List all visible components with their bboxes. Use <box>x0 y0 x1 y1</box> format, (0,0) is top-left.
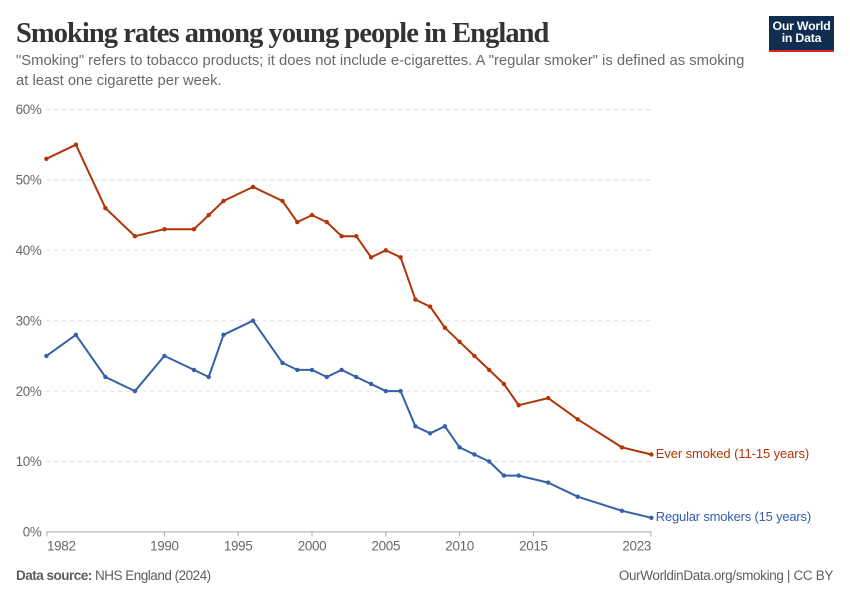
svg-text:30%: 30% <box>16 313 42 328</box>
svg-text:40%: 40% <box>16 243 42 258</box>
svg-text:20%: 20% <box>16 384 42 399</box>
svg-text:2023: 2023 <box>622 539 651 554</box>
svg-text:2005: 2005 <box>372 539 401 554</box>
svg-text:60%: 60% <box>16 102 42 117</box>
svg-text:1990: 1990 <box>150 539 179 554</box>
svg-text:1982: 1982 <box>47 539 76 554</box>
svg-text:1995: 1995 <box>224 539 253 554</box>
svg-text:0%: 0% <box>23 525 42 540</box>
svg-text:2000: 2000 <box>298 539 327 554</box>
svg-text:50%: 50% <box>16 173 42 188</box>
svg-text:2015: 2015 <box>519 539 548 554</box>
svg-text:Regular smokers (15 years): Regular smokers (15 years) <box>656 509 811 524</box>
svg-text:2010: 2010 <box>445 539 474 554</box>
svg-text:Ever smoked (11-15 years): Ever smoked (11-15 years) <box>656 446 809 461</box>
svg-text:10%: 10% <box>16 454 42 469</box>
